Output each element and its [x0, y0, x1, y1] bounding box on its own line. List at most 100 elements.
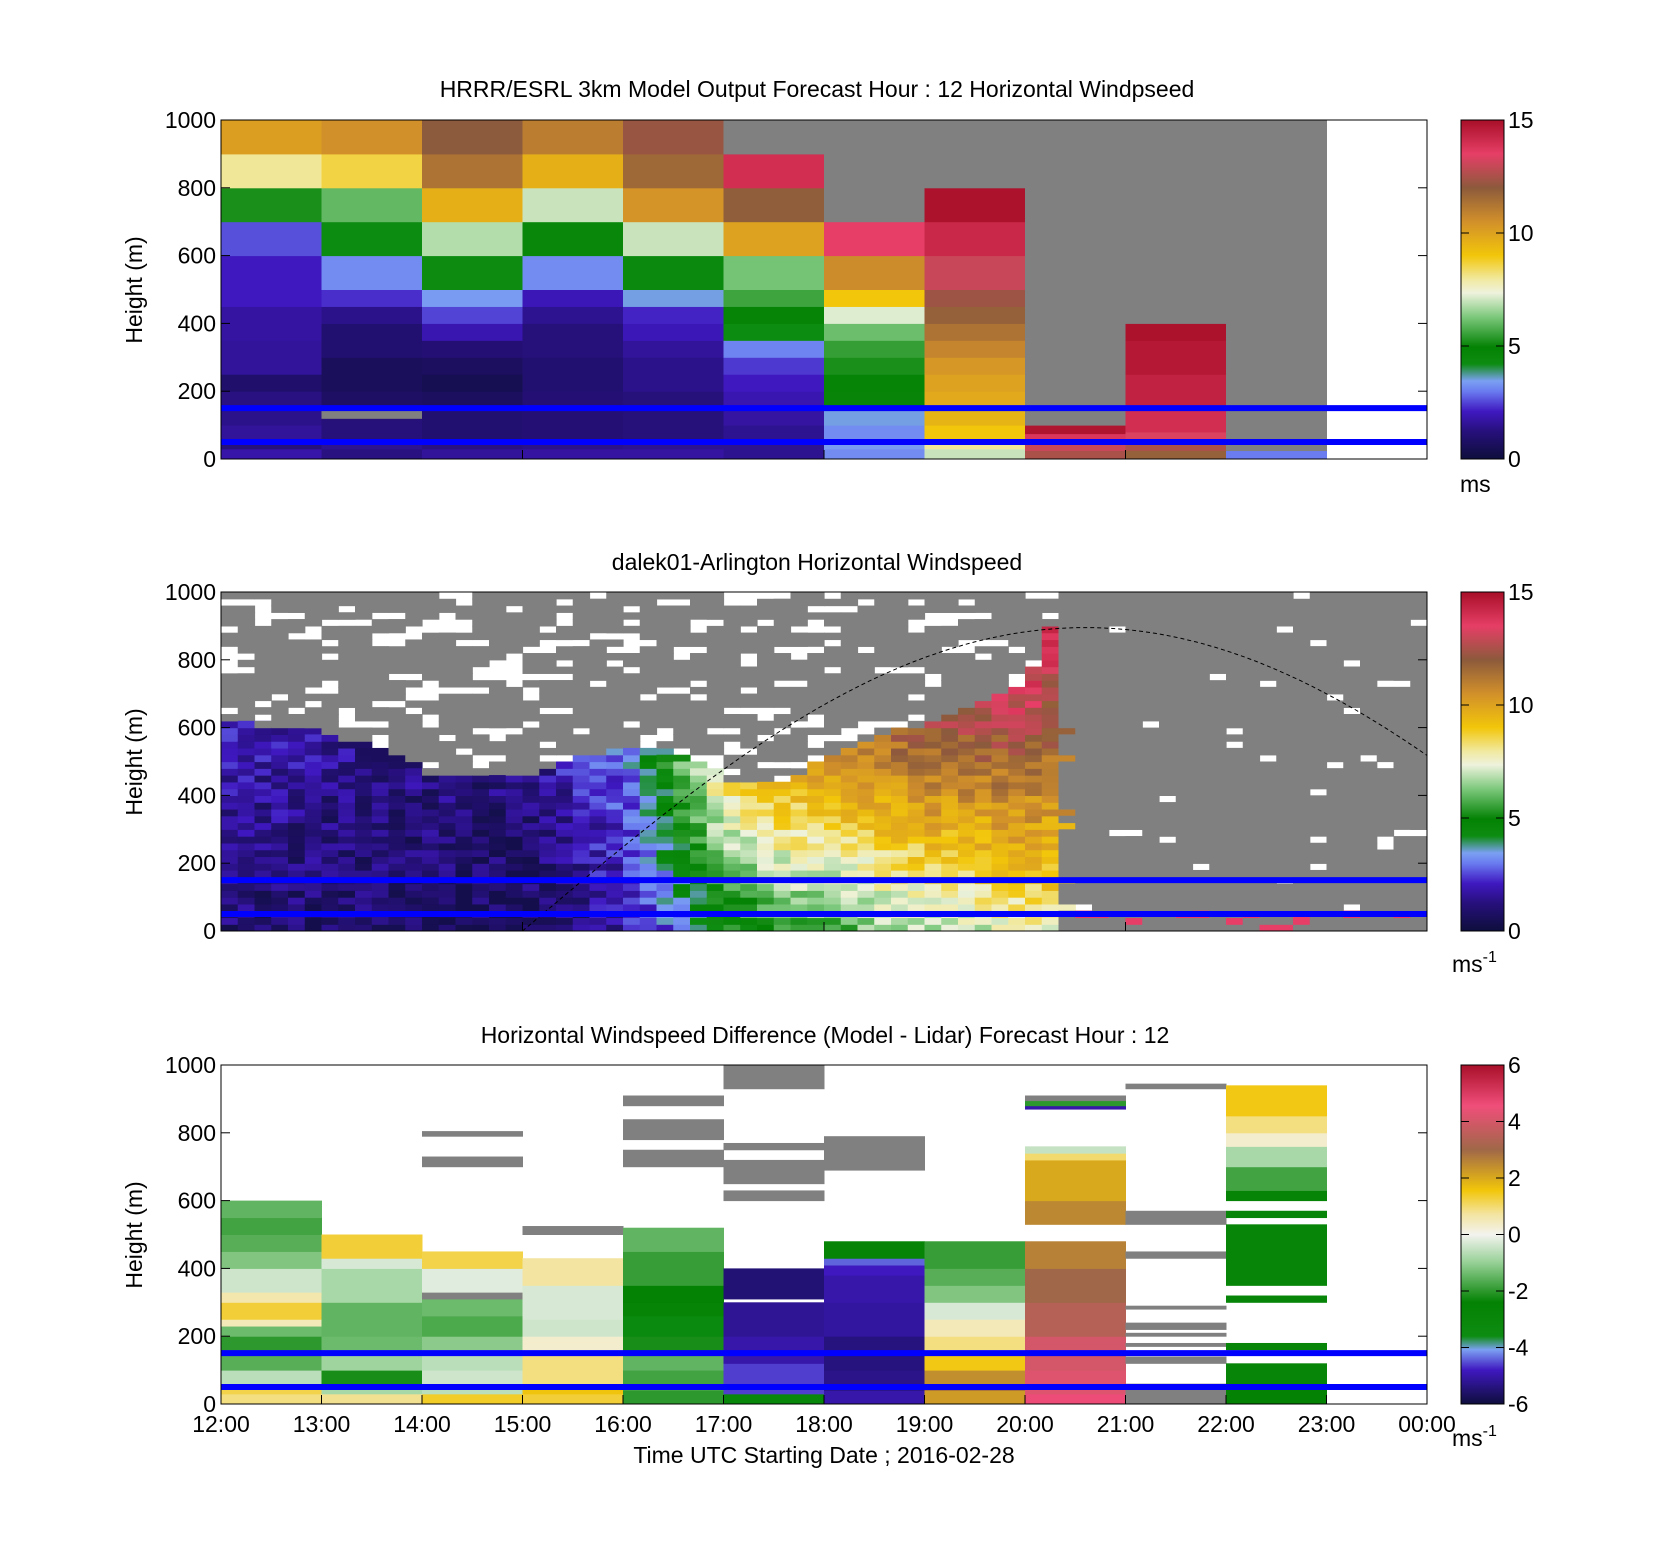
heatmap-cell: [1175, 680, 1210, 688]
heatmap-cell: [522, 1319, 624, 1337]
heatmap-cell: [924, 221, 1026, 257]
heatmap-cell: [589, 612, 624, 620]
heatmap-cell: [840, 592, 875, 600]
heatmap-cell: [388, 598, 423, 607]
heatmap-cell: [405, 612, 440, 620]
heatmap-cell: [1159, 747, 1194, 756]
heatmap-cell: [489, 693, 524, 702]
heatmap-cell: [1226, 1295, 1327, 1303]
heatmap-cell: [807, 693, 842, 702]
heatmap-cell: [723, 289, 825, 307]
heatmap-cell: [1410, 734, 1427, 742]
colorbar-tick-label: 0: [1508, 918, 1521, 944]
heatmap-cell: [221, 1353, 322, 1371]
heatmap-cell: [1108, 653, 1143, 661]
heatmap-cell: [371, 653, 406, 661]
heatmap-cell: [522, 1353, 624, 1385]
heatmap-cell: [522, 612, 557, 620]
heatmap-cell: [589, 700, 624, 708]
heatmap-cell: [907, 653, 942, 661]
heatmap-cell: [405, 734, 440, 742]
y-tick-label: 200: [178, 850, 216, 876]
heatmap-cell: [656, 625, 691, 634]
panel-difference-colorbar-ticks: -6 -4 -2 0 2 4 6: [1461, 1052, 1529, 1417]
heatmap-cell: [706, 700, 741, 708]
heatmap-cell: [1075, 836, 1110, 844]
heatmap-cell: [1226, 1132, 1327, 1147]
heatmap-cell: [1226, 666, 1261, 674]
heatmap-cell: [723, 1336, 825, 1364]
heatmap-cell: [807, 727, 842, 735]
heatmap-cell: [958, 605, 993, 613]
heatmap-cell: [673, 727, 708, 735]
heatmap-cell: [656, 673, 691, 681]
heatmap-cell: [237, 686, 272, 695]
heatmap-cell: [874, 693, 909, 702]
panel-difference-title: Horizontal Windspeed Difference (Model -…: [481, 1022, 1170, 1048]
heatmap-cell: [1410, 598, 1427, 607]
heatmap-cell: [522, 323, 624, 358]
heatmap-cell: [1041, 727, 1076, 735]
heatmap-cell: [907, 646, 942, 654]
heatmap-cell: [824, 374, 925, 392]
y-tick-label: 200: [178, 378, 216, 404]
heatmap-cell: [304, 659, 339, 668]
heatmap-cell: [1175, 869, 1210, 878]
heatmap-cell: [1058, 734, 1093, 742]
heatmap-cell: [1125, 340, 1227, 375]
heatmap-cell: [773, 605, 808, 613]
y-tick-label: 0: [203, 1391, 216, 1417]
heatmap-cell: [1293, 761, 1328, 769]
heatmap-cell: [723, 306, 825, 324]
heatmap-cell: [422, 639, 457, 647]
heatmap-cell: [1410, 707, 1427, 715]
heatmap-cell: [773, 714, 808, 722]
heatmap-cell: [1410, 815, 1427, 824]
heatmap-cell: [438, 680, 473, 688]
heatmap-cell: [623, 1336, 724, 1354]
heatmap-cell: [338, 632, 373, 641]
heatmap-cell: [422, 323, 523, 341]
heatmap-cell: [924, 1390, 1026, 1404]
heatmap-cell: [438, 700, 473, 708]
heatmap-cell: [1125, 431, 1227, 443]
heatmap-cell: [338, 666, 373, 674]
heatmap-cell: [824, 1390, 925, 1404]
heatmap-cell: [1410, 924, 1427, 931]
y-tick-label: 0: [203, 918, 216, 944]
heatmap-cell: [388, 720, 423, 729]
heatmap-cell: [874, 598, 909, 607]
heatmap-cell: [690, 592, 725, 600]
heatmap-cell: [1242, 625, 1277, 634]
heatmap-cell: [723, 1302, 825, 1337]
heatmap-cell: [355, 747, 390, 756]
heatmap-cell: [1125, 598, 1160, 607]
heatmap-cell: [505, 639, 540, 647]
heatmap-cell: [1192, 775, 1227, 783]
heatmap-cell: [438, 673, 473, 681]
heatmap-cell: [924, 289, 1026, 307]
heatmap-cell: [422, 1268, 523, 1293]
heatmap-cell: [807, 612, 842, 620]
heatmap-cell: [522, 448, 624, 459]
heatmap-cell: [1075, 666, 1110, 674]
x-tick-label: 17:00: [695, 1411, 753, 1437]
panel-lidar-ylabel: Height (m): [121, 708, 147, 815]
x-tick-label: 21:00: [1097, 1411, 1155, 1437]
colorbar-tick-label: 10: [1508, 692, 1534, 718]
heatmap-cell: [840, 714, 875, 722]
heatmap-cell: [422, 255, 523, 290]
heatmap-cell: [924, 374, 1026, 392]
heatmap-cell: [288, 727, 323, 735]
heatmap-cell: [706, 646, 741, 654]
colorbar-tick-label: 0: [1508, 446, 1521, 472]
colorbar-tick-label: 5: [1508, 805, 1521, 831]
heatmap-cell: [723, 639, 758, 647]
heatmap-cell: [623, 686, 658, 695]
heatmap-cell: [656, 693, 691, 702]
heatmap-cell: [840, 659, 875, 668]
heatmap-cell: [355, 598, 390, 607]
x-tick-label: 16:00: [594, 1411, 652, 1437]
heatmap-cell: [874, 714, 909, 722]
heatmap-cell: [1125, 727, 1160, 735]
